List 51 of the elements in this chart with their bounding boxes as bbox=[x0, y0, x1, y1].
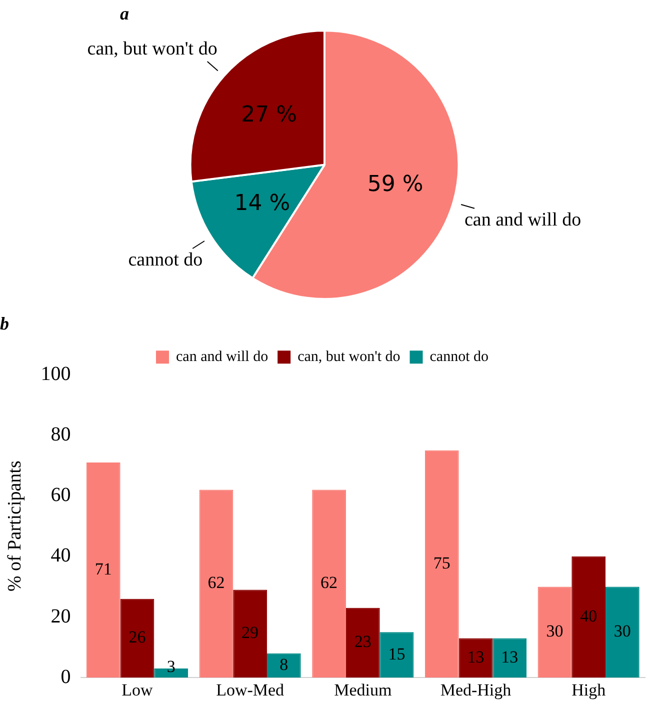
x-tick-label: High bbox=[572, 680, 606, 700]
data-label: 30 bbox=[614, 622, 631, 641]
chart-title: b bbox=[0, 313, 9, 334]
data-label: 75 bbox=[433, 553, 450, 572]
x-tick-label: Low-Med bbox=[216, 680, 285, 700]
data-label: 62 bbox=[208, 573, 225, 592]
data-label: 14 % bbox=[234, 191, 290, 216]
bar bbox=[199, 490, 234, 678]
slice-label: cannot do bbox=[128, 249, 203, 270]
y-tick-label: 60 bbox=[50, 484, 71, 506]
bar bbox=[233, 590, 267, 678]
data-label: 15 bbox=[388, 644, 406, 664]
y-tick-label: 0 bbox=[60, 666, 71, 688]
y-tick-label: 20 bbox=[50, 605, 71, 628]
legend-label: can, but won't do bbox=[298, 349, 400, 366]
bar bbox=[120, 598, 154, 678]
bar bbox=[346, 608, 380, 678]
bar bbox=[312, 490, 346, 678]
data-label: 71 bbox=[94, 560, 112, 579]
y-tick-label: 40 bbox=[50, 544, 71, 567]
bar bbox=[492, 638, 527, 678]
data-label: 13 bbox=[467, 647, 484, 666]
y-axis-title: % of Participants bbox=[4, 460, 26, 592]
y-tick-label: 100 bbox=[40, 362, 71, 385]
x-tick-label: Medium bbox=[334, 680, 392, 700]
data-label: 13 bbox=[501, 647, 518, 666]
bar bbox=[572, 556, 606, 678]
data-label: 59 % bbox=[367, 172, 424, 198]
y-tick-label: 80 bbox=[50, 423, 71, 446]
data-label: 40 bbox=[580, 606, 598, 626]
chart-title: a bbox=[120, 3, 129, 24]
data-label: 26 bbox=[128, 628, 146, 647]
bar bbox=[606, 586, 640, 678]
x-tick-label: Low bbox=[122, 680, 154, 700]
data-label: 29 bbox=[242, 623, 259, 642]
data-label: 27 % bbox=[241, 102, 298, 128]
legend-label: cannot do bbox=[430, 349, 488, 366]
bar bbox=[424, 450, 459, 678]
slice-label: can and will do bbox=[464, 209, 582, 230]
legend-label: can and will do bbox=[176, 349, 268, 366]
slice-label: can, but won't do bbox=[87, 38, 218, 60]
x-tick-label: Med-High bbox=[440, 680, 512, 700]
data-label: 62 bbox=[320, 573, 338, 592]
bar bbox=[538, 586, 572, 678]
data-label: 30 bbox=[546, 622, 564, 641]
bar bbox=[86, 462, 120, 678]
bar bbox=[458, 638, 493, 678]
bar bbox=[380, 632, 414, 678]
data-label: 8 bbox=[280, 654, 288, 674]
data-label: 23 bbox=[354, 632, 372, 652]
bar bbox=[266, 653, 301, 678]
